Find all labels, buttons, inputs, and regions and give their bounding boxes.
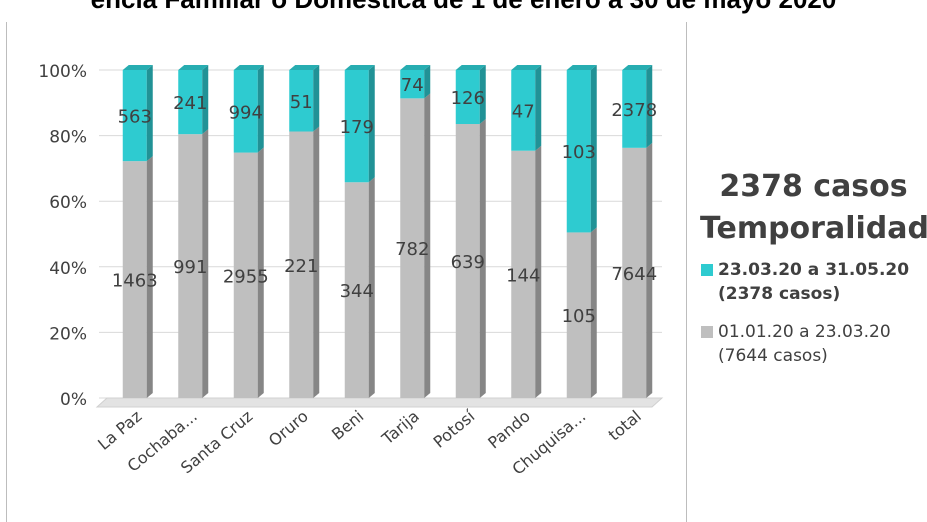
bar-side-period-1 — [313, 126, 320, 398]
bar-side-period-2 — [202, 65, 209, 135]
data-label-period-1: 782 — [395, 239, 429, 260]
bar-side-period-1 — [146, 156, 153, 398]
data-label-period-2: 51 — [290, 92, 313, 113]
bar-segment-period-1 — [122, 161, 147, 398]
bar-segment-period-2 — [511, 70, 536, 151]
data-label-period-2: 179 — [340, 117, 374, 138]
legend-heading-2: Temporalidad — [700, 211, 927, 246]
y-tick-label: 80% — [49, 128, 87, 148]
bar-side-period-1 — [202, 129, 209, 398]
data-label-period-2: 103 — [562, 142, 596, 163]
bar-side-period-2 — [424, 65, 431, 99]
data-label-period-2: 241 — [173, 93, 207, 114]
y-tick-label: 60% — [49, 193, 87, 213]
data-label-period-2: 563 — [118, 107, 152, 128]
bar-segment-period-2 — [455, 70, 480, 125]
y-tick-label: 100% — [38, 62, 87, 82]
x-tick-label: Beni — [328, 407, 367, 444]
bar-segment-period-2 — [122, 70, 147, 162]
bar-side-period-2 — [646, 65, 653, 148]
data-label-period-2: 47 — [512, 101, 535, 122]
bar-segment-period-2 — [344, 70, 369, 183]
legend-item-period-2-line1: 23.03.20 a 31.05.20 — [718, 260, 910, 280]
bar-segment-period-2 — [289, 70, 314, 132]
x-tick-label: Potosí — [430, 406, 479, 452]
bar-segment-period-1 — [511, 150, 536, 398]
y-tick-label: 40% — [49, 259, 87, 279]
legend-item-period-2-line2: (2378 casos) — [718, 284, 841, 304]
bar-segment-period-2 — [566, 70, 591, 233]
legend-swatch-gray — [701, 326, 713, 338]
bar-segment-period-2 — [622, 70, 647, 148]
bar-side-period-2 — [368, 65, 375, 183]
bar-segment-period-2 — [400, 70, 425, 99]
bar-side-period-2 — [590, 65, 597, 233]
data-label-period-2: 74 — [401, 75, 424, 96]
bar-top-face — [178, 65, 209, 70]
x-tick-label: La Paz — [94, 407, 145, 454]
bar-side-period-2 — [257, 65, 264, 153]
chart-floor — [95, 397, 664, 408]
legend-item-period-1-line2: (7644 casos) — [718, 346, 828, 366]
data-label-period-2: 126 — [451, 88, 485, 109]
data-label-period-1: 344 — [340, 281, 374, 302]
bar-side-period-1 — [535, 145, 542, 398]
data-label-period-1: 7644 — [611, 264, 657, 285]
bar-segment-period-1 — [233, 152, 258, 398]
bar-top-face — [622, 65, 653, 70]
bar-side-period-2 — [479, 65, 486, 125]
bar-top-face — [400, 65, 431, 70]
bar-side-period-1 — [257, 147, 264, 398]
chart-frame: 0% 20% 40% 60% 80% 100% 563 1463 La Paz 241 991 Coc… — [6, 22, 687, 522]
bar-top-face — [289, 65, 320, 70]
bar-segment-period-1 — [455, 124, 480, 398]
bar-segment-period-1 — [289, 131, 314, 398]
bar-side-period-2 — [146, 65, 153, 162]
data-label-period-1: 639 — [451, 252, 485, 273]
bar-side-period-1 — [590, 227, 597, 398]
bar-segment-period-1 — [400, 98, 425, 399]
bar-segment-period-1 — [178, 134, 203, 398]
data-label-period-1: 991 — [173, 257, 207, 278]
bar-side-period-1 — [646, 142, 653, 398]
data-label-period-1: 144 — [506, 265, 540, 286]
x-tick-label: total — [605, 407, 645, 445]
data-label-period-1: 2955 — [223, 266, 269, 287]
bar-top-face — [233, 65, 264, 70]
bar-top-face — [122, 65, 153, 70]
bar-side-period-1 — [479, 119, 486, 398]
bar-segment-period-1 — [344, 182, 369, 398]
bar-side-period-1 — [368, 177, 375, 398]
bar-top-face — [455, 65, 486, 70]
bar-top-face — [344, 65, 375, 70]
data-label-period-2: 994 — [229, 102, 263, 123]
bar-top-face — [511, 65, 542, 70]
bar-segment-period-2 — [233, 70, 258, 153]
bar-side-period-2 — [313, 65, 320, 132]
x-tick-label: Pando — [484, 407, 534, 453]
bar-segment-period-1 — [622, 147, 647, 398]
bar-segment-period-1 — [566, 232, 591, 398]
data-label-period-1: 105 — [562, 306, 596, 327]
legend-item-period-2: 23.03.20 a 31.05.20 (2378 casos) — [700, 258, 927, 306]
bar-side-period-2 — [535, 65, 542, 151]
legend-item-period-1-line1: 01.01.20 a 23.03.20 — [718, 322, 891, 342]
y-tick-label: 20% — [49, 324, 87, 344]
legend-item-period-1: 01.01.20 a 23.03.20 (7644 casos) — [700, 320, 927, 368]
chart-title: encia Familiar o Doméstica de 1 de enero… — [0, 0, 927, 15]
data-label-period-1: 1463 — [112, 271, 158, 292]
x-tick-label: Tarija — [378, 407, 423, 449]
bar-top-face — [566, 65, 597, 70]
y-tick-label: 0% — [60, 390, 87, 410]
bar-segment-period-2 — [178, 70, 203, 135]
legend-swatch-teal — [701, 264, 713, 276]
x-tick-label: Oruro — [265, 407, 312, 451]
data-label-period-1: 221 — [284, 256, 318, 277]
legend-heading-1: 2378 casos — [719, 169, 908, 204]
legend: 2378 casos Temporalidad 23.03.20 a 31.05… — [700, 166, 927, 368]
bar-side-period-1 — [424, 93, 431, 399]
data-label-period-2: 2378 — [611, 100, 657, 121]
